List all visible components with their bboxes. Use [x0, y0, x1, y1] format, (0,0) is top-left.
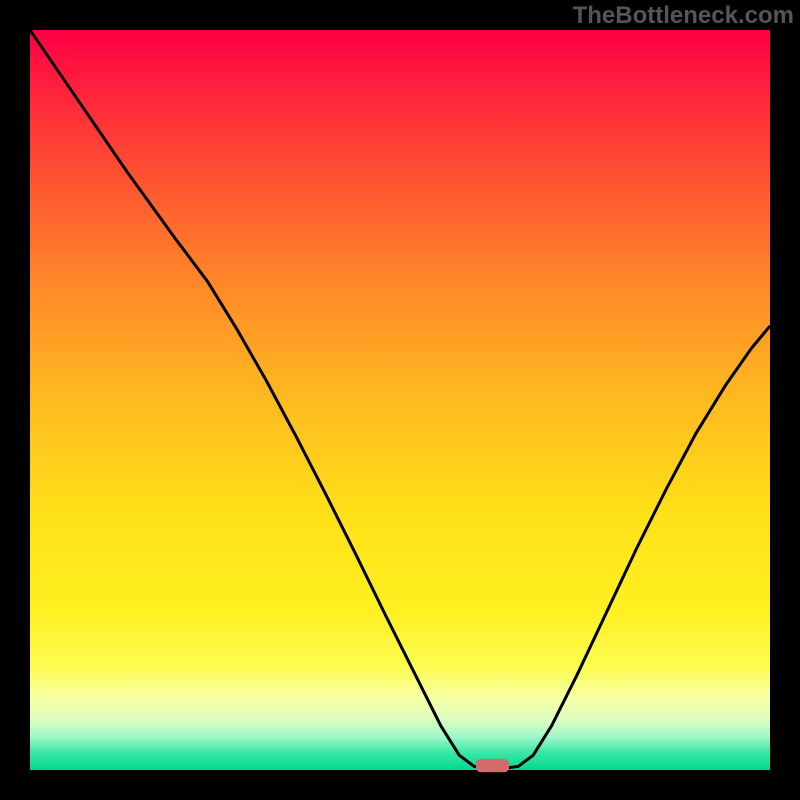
bottleneck-curve-chart — [0, 0, 800, 800]
watermark-label: TheBottleneck.com — [573, 2, 794, 30]
optimal-point-marker — [476, 759, 509, 772]
plot-background — [30, 30, 770, 770]
chart-container: TheBottleneck.com — [0, 0, 800, 800]
